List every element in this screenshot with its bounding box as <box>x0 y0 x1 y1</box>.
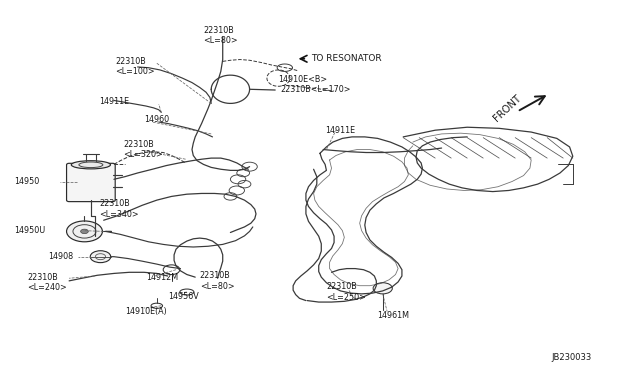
Text: 14956V: 14956V <box>168 292 198 301</box>
Text: 22310B
<L=340>: 22310B <L=340> <box>99 199 139 219</box>
Text: 22310B
<L=320>: 22310B <L=320> <box>123 140 163 159</box>
Text: 14910E<B>: 14910E<B> <box>278 75 327 84</box>
Text: FRONT: FRONT <box>491 93 523 124</box>
Text: 14961M: 14961M <box>378 311 410 320</box>
Text: 14908: 14908 <box>48 252 73 261</box>
Text: 22310B
<L=250>: 22310B <L=250> <box>326 282 366 302</box>
Circle shape <box>373 283 392 294</box>
Text: 14911E: 14911E <box>99 97 129 106</box>
Text: 22310B<L=170>: 22310B<L=170> <box>280 85 351 94</box>
Circle shape <box>81 229 88 234</box>
Text: 14911E: 14911E <box>325 126 355 135</box>
Text: 22310B
<L=80>: 22310B <L=80> <box>204 26 238 45</box>
Circle shape <box>67 221 102 242</box>
Text: TO RESONATOR: TO RESONATOR <box>311 54 381 63</box>
Text: 14910E(A): 14910E(A) <box>125 307 166 316</box>
Text: 14950U: 14950U <box>14 226 45 235</box>
Text: 22310B
<L=80>: 22310B <L=80> <box>200 271 234 291</box>
Text: 14960: 14960 <box>144 115 169 124</box>
Ellipse shape <box>71 161 111 169</box>
Text: 14950: 14950 <box>14 177 39 186</box>
Circle shape <box>90 251 111 263</box>
Text: JB230033: JB230033 <box>552 353 592 362</box>
FancyBboxPatch shape <box>67 163 115 202</box>
Text: 14912M: 14912M <box>146 273 178 282</box>
Text: 22310B
<L=100>: 22310B <L=100> <box>115 57 155 76</box>
Text: 22310B
<L=240>: 22310B <L=240> <box>27 273 67 292</box>
